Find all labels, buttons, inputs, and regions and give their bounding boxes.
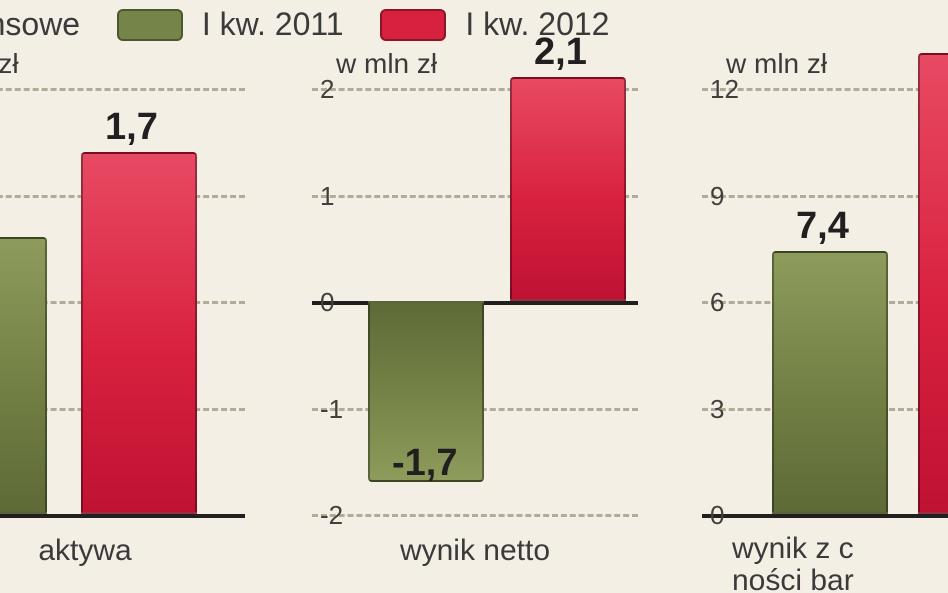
chart-wynik-netto: w mln zł -2-1012-1,72,1 wynik netto (312, 52, 638, 522)
gridline (702, 514, 948, 518)
chart-wynik-bankowy-plot: 0369127,4 (702, 88, 948, 514)
ytick-label: 0 (320, 287, 334, 318)
chart-wynik-bankowy-xlabel-line2: ności bar (732, 564, 854, 593)
ytick-label: 1 (320, 181, 334, 212)
chart-aktywa-unit-label: d zł (0, 48, 19, 80)
chart-wynik-bankowy: w mln zł 0369127,4 wynik z c ności bar (702, 52, 948, 522)
legend: finansowe I kw. 2011 I kw. 2012 (0, 4, 948, 43)
legend-pre-text: finansowe (0, 6, 80, 43)
gridline (0, 514, 245, 518)
ytick-label: 9 (710, 181, 724, 212)
bar-value-label: 7,4 (796, 205, 849, 248)
bar-value-label: 1,7 (105, 106, 158, 149)
bar-2012 (81, 152, 197, 514)
gridline (312, 514, 638, 517)
bar-2012 (510, 77, 626, 301)
chart-wynik-netto-plot: -2-1012-1,72,1 (312, 88, 638, 514)
gridline (702, 195, 948, 198)
ytick-label: 6 (710, 287, 724, 318)
legend-swatch-2011 (117, 9, 183, 41)
bar-2012 (918, 53, 948, 515)
ytick-label: 0 (710, 500, 724, 531)
chart-aktywa-xlabel: aktywa (0, 535, 245, 567)
chart-aktywa: d zł 31,7 aktywa (0, 52, 245, 522)
figure-root: finansowe I kw. 2011 I kw. 2012 d zł 31,… (0, 0, 948, 593)
chart-wynik-netto-xlabel: wynik netto (312, 535, 638, 567)
bar-value-label: 2,1 (534, 31, 587, 74)
bar-2011 (772, 251, 888, 514)
bar-2011 (0, 237, 47, 514)
gridline (0, 88, 245, 91)
ytick-label: 2 (320, 74, 334, 105)
chart-wynik-bankowy-xlabel: wynik z c ności bar (732, 533, 948, 593)
ytick-label: 12 (710, 74, 739, 105)
chart-aktywa-plot: 31,7 (0, 88, 245, 514)
ytick-label: -2 (320, 500, 343, 531)
ytick-label: 3 (710, 394, 724, 425)
chart-wynik-bankowy-xlabel-line1: wynik z c (732, 532, 854, 565)
legend-label-2011: I kw. 2011 (202, 6, 344, 43)
bar-value-label: -1,7 (392, 442, 457, 485)
chart-wynik-bankowy-unit-label: w mln zł (726, 48, 827, 80)
legend-swatch-2012 (380, 9, 446, 41)
ytick-label: -1 (320, 394, 343, 425)
chart-wynik-netto-unit-label: w mln zł (336, 48, 437, 80)
